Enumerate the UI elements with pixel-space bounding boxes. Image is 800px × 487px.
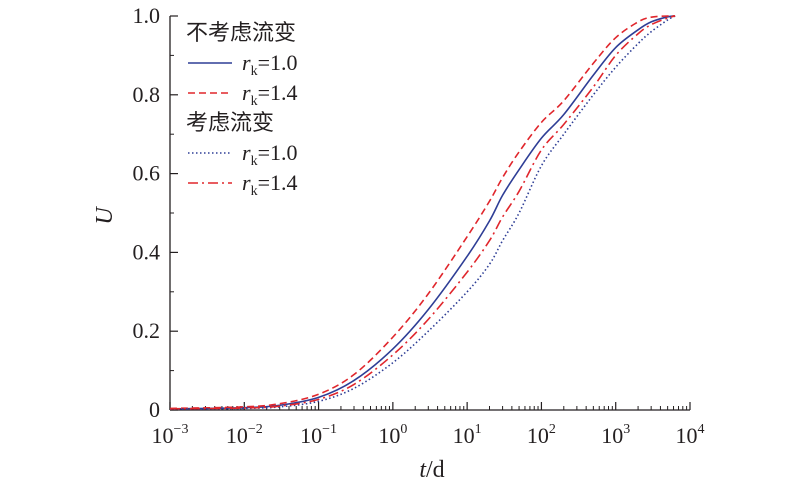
series-layer <box>169 15 676 411</box>
y-tick-label: 1.0 <box>133 3 161 28</box>
x-tick-label: 10−1 <box>300 422 337 448</box>
x-axis-label-var: t <box>419 457 427 483</box>
x-tick-label: 102 <box>527 422 556 448</box>
legend-label: rk=1.4 <box>242 170 297 199</box>
legend-label: rk=1.0 <box>242 50 297 79</box>
legend-label: rk=1.4 <box>242 80 297 109</box>
y-tick-label: 0.4 <box>133 239 161 264</box>
x-tick-label: 101 <box>453 422 482 448</box>
x-tick-label: 100 <box>378 422 407 448</box>
series-line-1 <box>169 15 676 410</box>
x-ticks: 10−3 10−2 10−1 100 101 102 103 104 <box>152 402 705 448</box>
x-axis-label: t/d <box>419 457 444 483</box>
legend-group-heading: 考虑流变 <box>186 111 274 136</box>
series-line-4 <box>169 15 676 410</box>
y-tick-label: 0.8 <box>133 82 161 107</box>
series-line-3 <box>169 15 676 411</box>
x-tick-label: 104 <box>676 422 705 448</box>
x-axis-label-unit: /d <box>426 457 445 483</box>
legend-group-heading: 不考虑流变 <box>186 21 296 46</box>
x-tick-label: 103 <box>601 422 630 448</box>
legend-label: rk=1.0 <box>242 140 297 169</box>
y-tick-label: 0.2 <box>133 318 161 343</box>
axes <box>169 16 690 411</box>
y-tick-label: 0.6 <box>133 161 161 186</box>
y-tick-label: 0 <box>149 397 160 422</box>
y-ticks: 0 0.2 0.4 0.6 0.8 1.0 <box>133 3 178 422</box>
y-axis-label: U <box>92 206 118 225</box>
x-tick-label: 10−2 <box>226 422 263 448</box>
series-line-2 <box>169 15 676 410</box>
x-tick-label: 10−3 <box>152 422 189 448</box>
